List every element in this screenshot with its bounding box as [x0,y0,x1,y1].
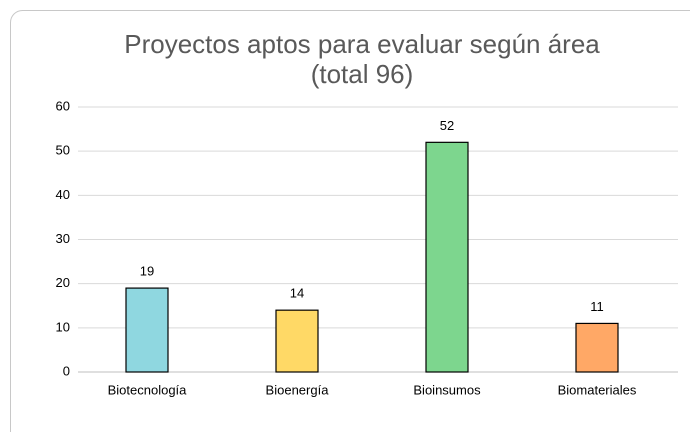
value-label: 11 [590,299,604,314]
bar [125,287,169,373]
y-tick-label: 10 [56,319,70,334]
value-label: 52 [440,118,454,133]
bar [425,141,469,373]
x-tick-label: Bioenergía [266,382,330,397]
y-tick-label: 30 [56,231,70,246]
y-tick-label: 0 [63,363,70,378]
x-tick-label: Biotecnología [108,382,188,397]
y-tick-label: 20 [56,275,70,290]
bar [575,322,619,373]
y-tick-label: 40 [56,187,70,202]
chart-title: (total 96) [311,59,414,89]
bar [275,309,319,373]
y-tick-label: 50 [56,143,70,158]
chart-title: Proyectos aptos para evaluar según área [124,29,600,59]
value-label: 14 [290,286,304,301]
y-tick-label: 60 [56,98,70,113]
value-label: 19 [140,264,154,279]
x-tick-label: Biomateriales [558,382,637,397]
x-tick-label: Bioinsumos [413,382,481,397]
chart-frame [10,10,690,432]
